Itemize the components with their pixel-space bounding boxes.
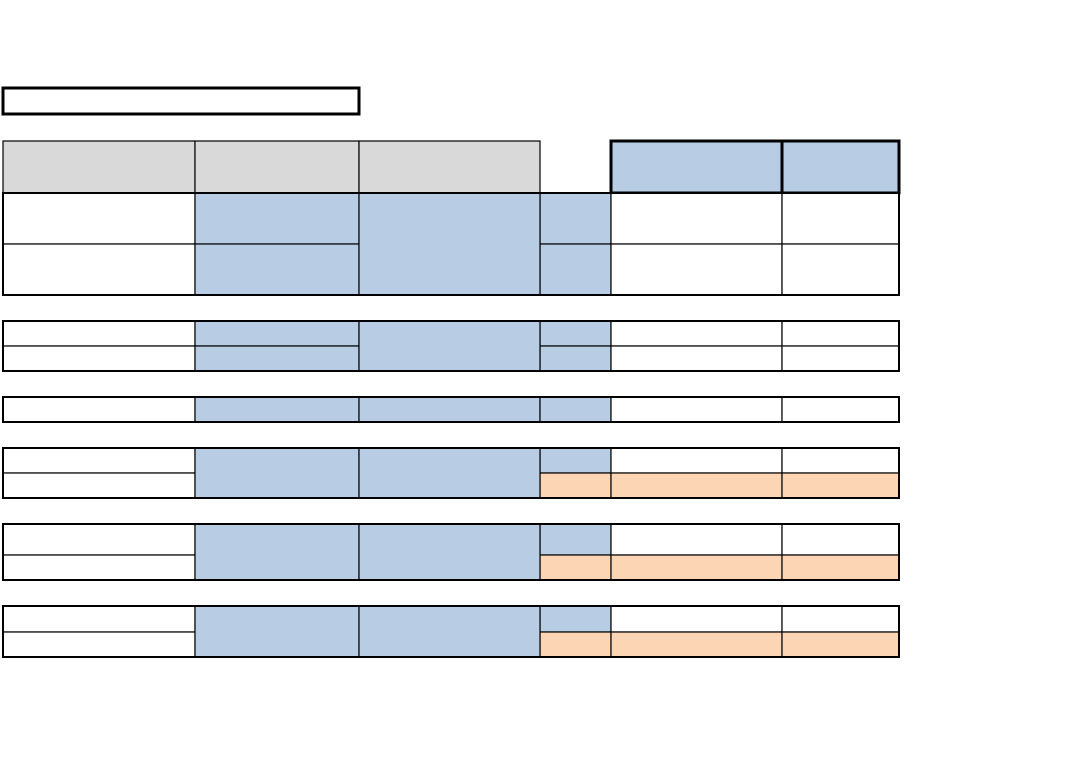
cell — [609, 139, 784, 195]
cell — [780, 139, 901, 195]
cell — [781, 396, 900, 423]
cell — [2, 554, 196, 581]
cell — [781, 345, 900, 372]
cell — [610, 345, 783, 372]
cell — [610, 605, 783, 633]
cell — [2, 523, 196, 556]
cell — [781, 243, 900, 296]
cell — [610, 554, 783, 581]
cell — [2, 447, 196, 474]
cell — [358, 396, 541, 423]
cell — [781, 605, 900, 633]
cell — [539, 243, 612, 296]
cell — [2, 243, 196, 296]
cell — [358, 605, 541, 658]
cell — [781, 192, 900, 245]
cell — [539, 447, 612, 474]
cell — [194, 605, 360, 658]
cell — [610, 472, 783, 499]
cell — [610, 243, 783, 296]
cell — [539, 631, 612, 658]
cell — [194, 243, 360, 296]
cell — [539, 345, 612, 372]
cell — [781, 447, 900, 474]
cell — [539, 192, 612, 245]
cell — [194, 396, 360, 423]
cell — [2, 396, 196, 423]
cell — [781, 554, 900, 581]
cell — [194, 320, 360, 347]
cell — [2, 345, 196, 372]
group-border — [2, 447, 900, 499]
cell — [539, 605, 612, 633]
cell — [194, 192, 360, 245]
cell — [610, 192, 783, 245]
cell — [781, 523, 900, 556]
cell — [539, 523, 612, 556]
cell — [358, 447, 541, 499]
cell — [539, 472, 612, 499]
group-border — [2, 192, 900, 296]
group-border — [2, 605, 900, 658]
cell — [358, 523, 541, 581]
cell — [358, 320, 541, 372]
cell — [610, 523, 783, 556]
cell — [358, 140, 541, 194]
title-cell — [1, 86, 361, 116]
cell — [2, 605, 196, 633]
cell — [610, 631, 783, 658]
group-border — [2, 396, 900, 423]
cell — [539, 554, 612, 581]
cell — [539, 396, 612, 423]
group-border — [2, 320, 900, 372]
cell — [2, 192, 196, 245]
cell — [194, 140, 360, 194]
cell — [781, 320, 900, 347]
cell — [194, 345, 360, 372]
cell — [539, 320, 612, 347]
cell — [610, 396, 783, 423]
cell — [610, 447, 783, 474]
cell — [2, 472, 196, 499]
cell — [781, 631, 900, 658]
cell — [610, 320, 783, 347]
group-border — [2, 523, 900, 581]
cell — [781, 472, 900, 499]
cell — [2, 320, 196, 347]
cell — [194, 523, 360, 581]
cell — [194, 447, 360, 499]
cell — [2, 140, 196, 194]
cell — [2, 631, 196, 658]
cell — [358, 192, 541, 296]
